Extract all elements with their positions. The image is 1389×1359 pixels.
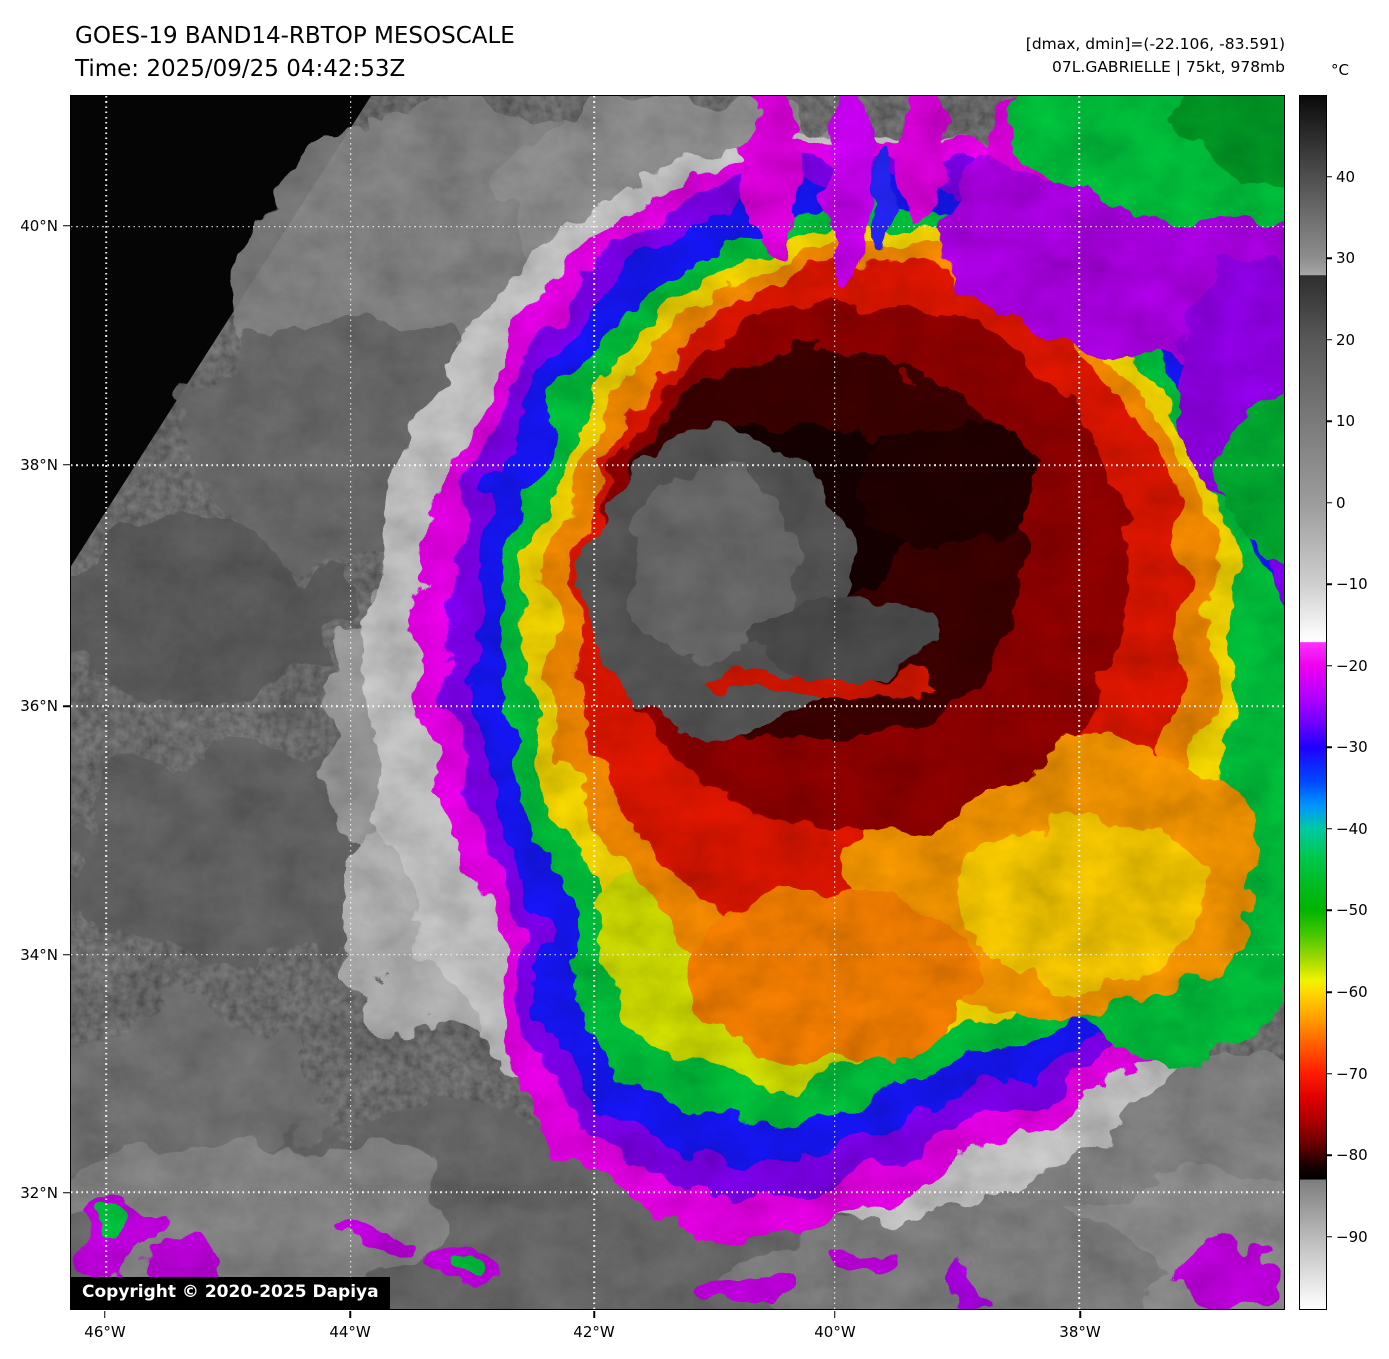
colorbar-gradient — [1300, 96, 1326, 1309]
longitude-label: 40°W — [814, 1323, 856, 1341]
latitude-tick — [63, 954, 70, 956]
colorbar-tick — [1327, 909, 1332, 912]
colorbar-tick-label: −70 — [1336, 1064, 1368, 1083]
colorbar-tick-label: −80 — [1336, 1146, 1368, 1165]
longitude-tick — [834, 1311, 836, 1318]
colorbar-tick — [1327, 746, 1332, 749]
satellite-image — [71, 96, 1284, 1309]
longitude-tick — [104, 1311, 106, 1318]
dmax-dmin-readout: [dmax, dmin]=(-22.106, -83.591) — [1025, 35, 1285, 53]
colorbar-tick — [1327, 502, 1332, 504]
longitude-axis: 46°W 44°W 42°W 40°W 38°W — [70, 1311, 1285, 1356]
colorbar-tick — [1327, 1154, 1332, 1156]
title-block: GOES-19 BAND14-RBTOP MESOSCALE Time: 202… — [75, 20, 515, 86]
latitude-tick — [63, 464, 70, 466]
colorbar-tick-label: 0 — [1336, 493, 1346, 512]
latitude-label: 38°N — [20, 455, 58, 474]
colorbar-tick-label: −40 — [1336, 819, 1368, 838]
colorbar-tick — [1327, 583, 1332, 586]
colorbar-tick-label: −60 — [1336, 983, 1368, 1002]
storm-info: 07L.GABRIELLE | 75kt, 978mb — [1052, 58, 1285, 76]
colorbar-tick — [1327, 991, 1332, 993]
longitude-tick — [1079, 1311, 1081, 1318]
timestamp: Time: 2025/09/25 04:42:53Z — [75, 56, 406, 82]
colorbar-tick-label: −10 — [1336, 575, 1368, 594]
colorbar-tick — [1327, 665, 1332, 667]
page-title: GOES-19 BAND14-RBTOP MESOSCALE — [75, 23, 515, 49]
latitude-label: 34°N — [20, 945, 58, 964]
longitude-label: 38°W — [1059, 1323, 1101, 1341]
longitude-label: 46°W — [84, 1323, 126, 1341]
latitude-tick — [63, 225, 70, 227]
colorbar-tick — [1327, 338, 1332, 341]
colorbar-tick — [1327, 175, 1332, 178]
longitude-tick — [593, 1311, 595, 1318]
latitude-tick — [63, 705, 70, 707]
latitude-tick — [63, 1192, 70, 1194]
info-block: [dmax, dmin]=(-22.106, -83.591) 07L.GABR… — [1026, 33, 1285, 79]
colorbar-tick — [1327, 828, 1332, 830]
colorbar-tick — [1327, 420, 1332, 422]
colorbar — [1299, 95, 1327, 1310]
latitude-label: 36°N — [20, 697, 58, 716]
colorbar-unit-label: °C — [1331, 61, 1349, 79]
latitude-label: 40°N — [20, 216, 58, 235]
latitude-axis: 40°N 38°N 36°N 34°N 32°N — [0, 95, 70, 1310]
colorbar-tick-label: −50 — [1336, 901, 1368, 920]
colorbar-tick-label: 10 — [1336, 412, 1356, 431]
colorbar-labels: 40 30 20 10 0 −10 −20 −30 −40 −50 −60 −70 −80 −90 — [1327, 95, 1389, 1310]
colorbar-tick-label: 30 — [1336, 249, 1356, 268]
colorbar-tick-label: −90 — [1336, 1227, 1368, 1246]
longitude-label: 42°W — [573, 1323, 615, 1341]
colorbar-tick-label: −20 — [1336, 656, 1368, 675]
latitude-label: 32°N — [20, 1183, 58, 1202]
copyright-badge: Copyright © 2020-2025 Dapiya — [71, 1277, 390, 1309]
colorbar-tick — [1327, 1235, 1332, 1238]
colorbar-tick-label: −30 — [1336, 738, 1368, 757]
colorbar-tick — [1327, 1072, 1332, 1075]
satellite-map: Copyright © 2020-2025 Dapiya — [70, 95, 1285, 1310]
cloud-texture-overlay — [71, 96, 1284, 1309]
colorbar-tick — [1327, 257, 1332, 259]
longitude-tick — [349, 1311, 351, 1318]
longitude-label: 44°W — [329, 1323, 371, 1341]
colorbar-tick-label: 20 — [1336, 330, 1356, 349]
colorbar-tick-label: 40 — [1336, 167, 1356, 186]
